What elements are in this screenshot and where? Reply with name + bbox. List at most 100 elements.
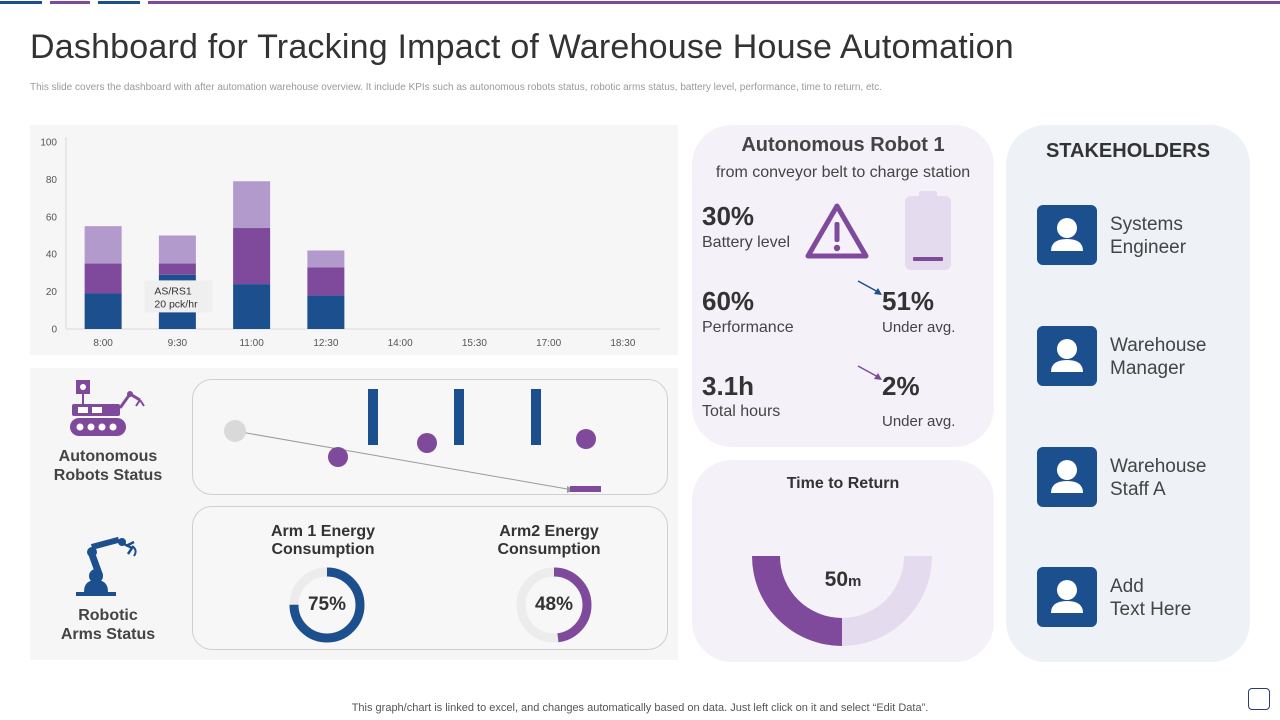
battery-icon xyxy=(905,191,951,270)
arrow-down-right-icon xyxy=(857,280,882,295)
bar-segment[interactable] xyxy=(84,293,122,329)
arm1-value: 75% xyxy=(307,594,347,615)
user-icon xyxy=(1037,205,1097,265)
robot-title: Autonomous Robot 1 xyxy=(741,134,945,156)
annotation-label-line2: 20 pck/hr xyxy=(154,298,198,310)
arm1-title-line1: Arm 1 Energy xyxy=(270,523,376,540)
footer-note: This graph/chart is linked to excel, and… xyxy=(351,702,929,714)
timeline-end-bar xyxy=(570,486,601,492)
bar-chart-panel[interactable]: 0 20 40 60 80 100 8:00 9:30 11:00 12:30 14:00 15:30… xyxy=(30,125,678,355)
status-panel: Autonomous Robots Status Robotic Arms St… xyxy=(30,368,678,660)
bar-segment[interactable] xyxy=(84,263,122,294)
arm2-donut-chart xyxy=(516,567,592,643)
time-to-return-value-wrap: 50m xyxy=(692,568,994,592)
timeline-connector-line xyxy=(234,430,574,491)
y-tick-label: 100 xyxy=(40,138,57,149)
hours-delta-label: Under avg. xyxy=(882,413,956,430)
bar-segment[interactable] xyxy=(158,235,196,264)
arm2-title-line1: Arm2 Energy xyxy=(499,523,599,540)
arms-status-label-line1: Robotic xyxy=(78,607,138,624)
stakeholder-line2: Engineer xyxy=(1110,237,1187,258)
robots-status-label-line2: Robots Status xyxy=(53,467,163,484)
timeline-bar xyxy=(368,389,378,445)
hours-delta-value: 2% xyxy=(882,371,920,401)
time-to-return-title: Time to Return xyxy=(786,475,900,492)
y-tick-label: 0 xyxy=(51,325,57,336)
stakeholders-title: STAKEHOLDERS xyxy=(1045,140,1211,162)
stakeholder-line2: Staff A xyxy=(1110,479,1166,500)
x-tick-label: 17:00 xyxy=(536,338,561,349)
user-icon xyxy=(1037,326,1097,386)
bar-segment[interactable] xyxy=(307,295,345,329)
robots-status-graphic xyxy=(224,389,601,493)
x-tick-label: 11:00 xyxy=(239,338,264,349)
arm-energy-box: Arm 1 Energy Consumption 75% Arm2 Energy… xyxy=(192,506,668,650)
page-title: Dashboard for Tracking Impact of Warehou… xyxy=(30,28,1014,66)
donut-value-arc xyxy=(289,567,365,643)
robots-status-label-line1: Autonomous xyxy=(58,448,158,465)
stacked-bar-chart[interactable]: 0 20 40 60 80 100 8:00 9:30 11:00 12:30 14:00 15:30… xyxy=(30,125,678,355)
time-to-return-panel: Time to Return 50m xyxy=(692,460,994,662)
arm2-title-line2: Consumption xyxy=(497,541,601,558)
y-tick-label: 80 xyxy=(46,175,58,186)
bar-segment[interactable] xyxy=(307,250,345,268)
gauge-value-arc xyxy=(752,556,842,646)
total-hours-value: 3.1h xyxy=(702,371,755,401)
user-icon xyxy=(1037,447,1097,507)
performance-value: 60% xyxy=(702,286,755,316)
arrow-down-right-icon xyxy=(857,365,882,380)
corner-square-icon xyxy=(1248,688,1270,710)
user-icon xyxy=(1037,567,1097,627)
x-tick-label: 14:00 xyxy=(388,338,413,349)
stakeholder-line2: Manager xyxy=(1110,358,1185,379)
stakeholder-line2: Text Here xyxy=(1110,599,1192,620)
y-tick-label: 20 xyxy=(46,287,58,298)
annotation-label-line1: AS/RS1 xyxy=(154,285,192,297)
battery-label: Battery level xyxy=(702,234,791,251)
stakeholder-line1: Warehouse xyxy=(1110,456,1207,477)
x-tick-label: 18:30 xyxy=(610,338,635,349)
autonomous-robot-icon xyxy=(70,380,145,436)
arm2-value: 48% xyxy=(534,594,574,615)
battery-value: 30% xyxy=(702,201,755,231)
bar-segment[interactable] xyxy=(233,228,271,285)
time-to-return-value: 50 xyxy=(824,568,848,591)
x-tick-label: 12:30 xyxy=(313,338,338,349)
timeline-bar xyxy=(454,389,464,445)
bar-segment[interactable] xyxy=(233,181,271,229)
bar-segment[interactable] xyxy=(84,226,122,264)
y-tick-label: 40 xyxy=(46,250,58,261)
robots-status-timeline[interactable] xyxy=(192,379,668,495)
autonomous-robot-panel: Autonomous Robot 1 from conveyor belt to… xyxy=(692,125,994,447)
x-tick-label: 9:30 xyxy=(168,338,188,349)
gauge-remaining-arc xyxy=(842,556,932,646)
x-tick-label: 8:00 xyxy=(93,338,113,349)
stakeholder-item[interactable]: Add Text Here xyxy=(1110,575,1240,621)
stakeholder-item: Warehouse Manager xyxy=(1110,334,1240,380)
timeline-dot xyxy=(576,429,596,449)
donut-value-arc xyxy=(516,567,592,643)
bar-segment[interactable] xyxy=(233,284,271,329)
performance-delta-label: Under avg. xyxy=(882,319,956,336)
arm1-title-line2: Consumption xyxy=(271,541,375,558)
arm1-donut-chart xyxy=(289,567,365,643)
robotic-arm-icon xyxy=(76,536,137,596)
performance-delta-value: 51% xyxy=(882,286,935,316)
timeline-dot xyxy=(328,447,348,467)
bar-segment[interactable] xyxy=(307,267,345,296)
warning-icon xyxy=(805,203,869,259)
stakeholder-item: Systems Engineer xyxy=(1110,213,1240,259)
annotation-box xyxy=(144,280,213,313)
stakeholder-line1: Warehouse xyxy=(1110,335,1207,356)
bar-segment[interactable] xyxy=(158,263,196,275)
timeline-bar xyxy=(531,389,541,445)
timeline-start-dot xyxy=(224,420,246,442)
x-tick-label: 15:30 xyxy=(462,338,487,349)
time-to-return-unit: m xyxy=(848,573,862,590)
robot-subtitle: from conveyor belt to charge station xyxy=(715,164,971,181)
top-accent-bar xyxy=(0,0,1280,5)
performance-label: Performance xyxy=(702,319,794,336)
stakeholder-line1: Add xyxy=(1110,576,1144,597)
stakeholder-line1: Systems xyxy=(1110,214,1183,235)
timeline-dot xyxy=(417,433,437,453)
